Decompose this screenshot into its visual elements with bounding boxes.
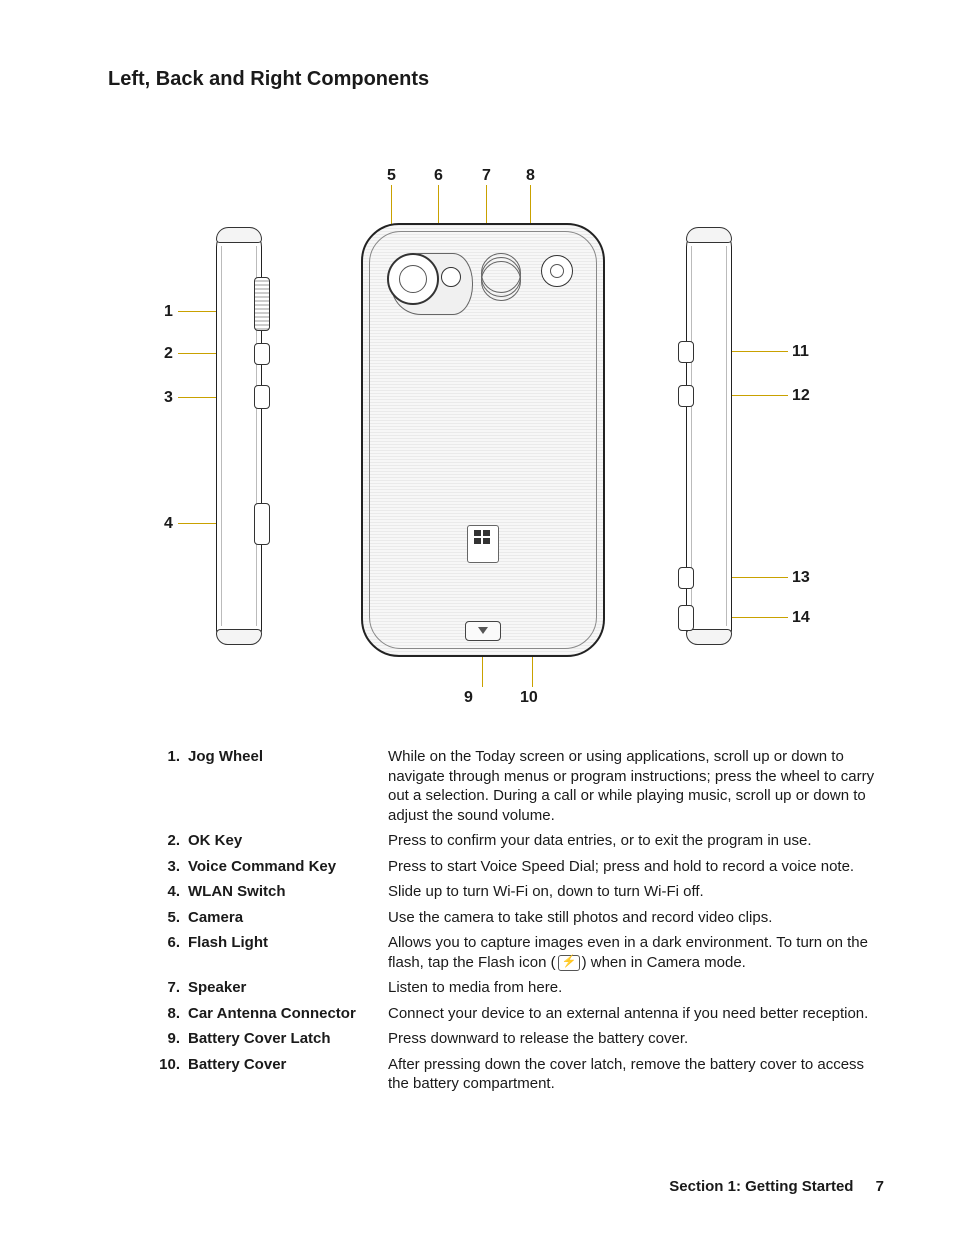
right-button-13	[678, 567, 694, 589]
flash-icon	[558, 955, 580, 971]
right-button-11	[678, 341, 694, 363]
component-label: OK Key	[180, 831, 388, 851]
component-label: Flash Light	[180, 933, 388, 953]
windows-mobile-badge	[467, 525, 499, 563]
component-desc: Listen to media from here.	[388, 978, 884, 998]
leader-11	[726, 351, 788, 352]
callout-9: 9	[464, 689, 473, 707]
ok-key	[254, 343, 270, 365]
callout-6: 6	[434, 167, 443, 185]
component-number: 3.	[148, 857, 180, 877]
component-row: 1.Jog WheelWhile on the Today screen or …	[148, 747, 884, 825]
component-list: 1.Jog WheelWhile on the Today screen or …	[148, 747, 884, 1094]
footer-page-number: 7	[876, 1178, 884, 1195]
component-row: 3.Voice Command KeyPress to start Voice …	[148, 857, 884, 877]
component-desc: Press downward to release the battery co…	[388, 1029, 884, 1049]
speaker-grille	[481, 253, 519, 303]
component-desc: While on the Today screen or using appli…	[388, 747, 884, 825]
callout-10: 10	[520, 689, 538, 707]
battery-cover-latch	[465, 621, 501, 641]
callout-7: 7	[482, 167, 491, 185]
callout-11: 11	[792, 343, 809, 361]
component-row: 4.WLAN SwitchSlide up to turn Wi-Fi on, …	[148, 882, 884, 902]
component-label: Battery Cover	[180, 1055, 388, 1075]
component-desc: Press to start Voice Speed Dial; press a…	[388, 857, 884, 877]
component-number: 7.	[148, 978, 180, 998]
right-button-14	[678, 605, 694, 631]
flash-light	[441, 267, 461, 287]
component-desc: Slide up to turn Wi-Fi on, down to turn …	[388, 882, 884, 902]
component-row: 2.OK KeyPress to confirm your data entri…	[148, 831, 884, 851]
component-number: 5.	[148, 908, 180, 928]
component-row: 10.Battery CoverAfter pressing down the …	[148, 1055, 884, 1094]
right-button-12	[678, 385, 694, 407]
callout-5: 5	[387, 167, 396, 185]
component-number: 4.	[148, 882, 180, 902]
component-number: 10.	[148, 1055, 180, 1075]
leader-13	[726, 577, 788, 578]
component-label: Jog Wheel	[180, 747, 388, 767]
component-row: 8.Car Antenna ConnectorConnect your devi…	[148, 1004, 884, 1024]
callout-8: 8	[526, 167, 535, 185]
callout-1: 1	[164, 303, 173, 321]
manual-page: Left, Back and Right Components 5 6 7 8 …	[0, 0, 954, 1235]
component-row: 5.CameraUse the camera to take still pho…	[148, 908, 884, 928]
callout-12: 12	[792, 387, 810, 405]
leader-12	[726, 395, 788, 396]
camera-lens	[387, 253, 439, 305]
component-number: 6.	[148, 933, 180, 953]
component-label: Camera	[180, 908, 388, 928]
leader-14	[726, 617, 788, 618]
callout-14: 14	[792, 609, 810, 627]
component-row: 9.Battery Cover LatchPress downward to r…	[148, 1029, 884, 1049]
voice-command-key	[254, 385, 270, 409]
component-number: 9.	[148, 1029, 180, 1049]
component-row: 6.Flash LightAllows you to capture image…	[148, 933, 884, 972]
footer-section: Section 1: Getting Started	[669, 1178, 853, 1195]
component-desc: Press to confirm your data entries, or t…	[388, 831, 884, 851]
car-antenna-connector	[541, 255, 573, 287]
component-number: 1.	[148, 747, 180, 767]
callout-4: 4	[164, 515, 173, 533]
component-label: Voice Command Key	[180, 857, 388, 877]
device-diagram: 5 6 7 8 1 2 3 4 9 10 11 12 13 14	[136, 127, 856, 697]
page-footer: Section 1: Getting Started 7	[669, 1178, 884, 1195]
component-label: WLAN Switch	[180, 882, 388, 902]
component-number: 2.	[148, 831, 180, 851]
component-desc: Connect your device to an external anten…	[388, 1004, 884, 1024]
callout-13: 13	[792, 569, 810, 587]
component-desc: Allows you to capture images even in a d…	[388, 933, 884, 972]
callout-3: 3	[164, 389, 173, 407]
device-back	[361, 223, 605, 657]
jog-wheel	[254, 277, 270, 331]
component-desc: After pressing down the cover latch, rem…	[388, 1055, 884, 1094]
component-label: Battery Cover Latch	[180, 1029, 388, 1049]
component-label: Speaker	[180, 978, 388, 998]
wlan-switch	[254, 503, 270, 545]
component-number: 8.	[148, 1004, 180, 1024]
page-title: Left, Back and Right Components	[108, 68, 884, 91]
component-row: 7.SpeakerListen to media from here.	[148, 978, 884, 998]
component-label: Car Antenna Connector	[180, 1004, 388, 1024]
callout-2: 2	[164, 345, 173, 363]
component-desc: Use the camera to take still photos and …	[388, 908, 884, 928]
